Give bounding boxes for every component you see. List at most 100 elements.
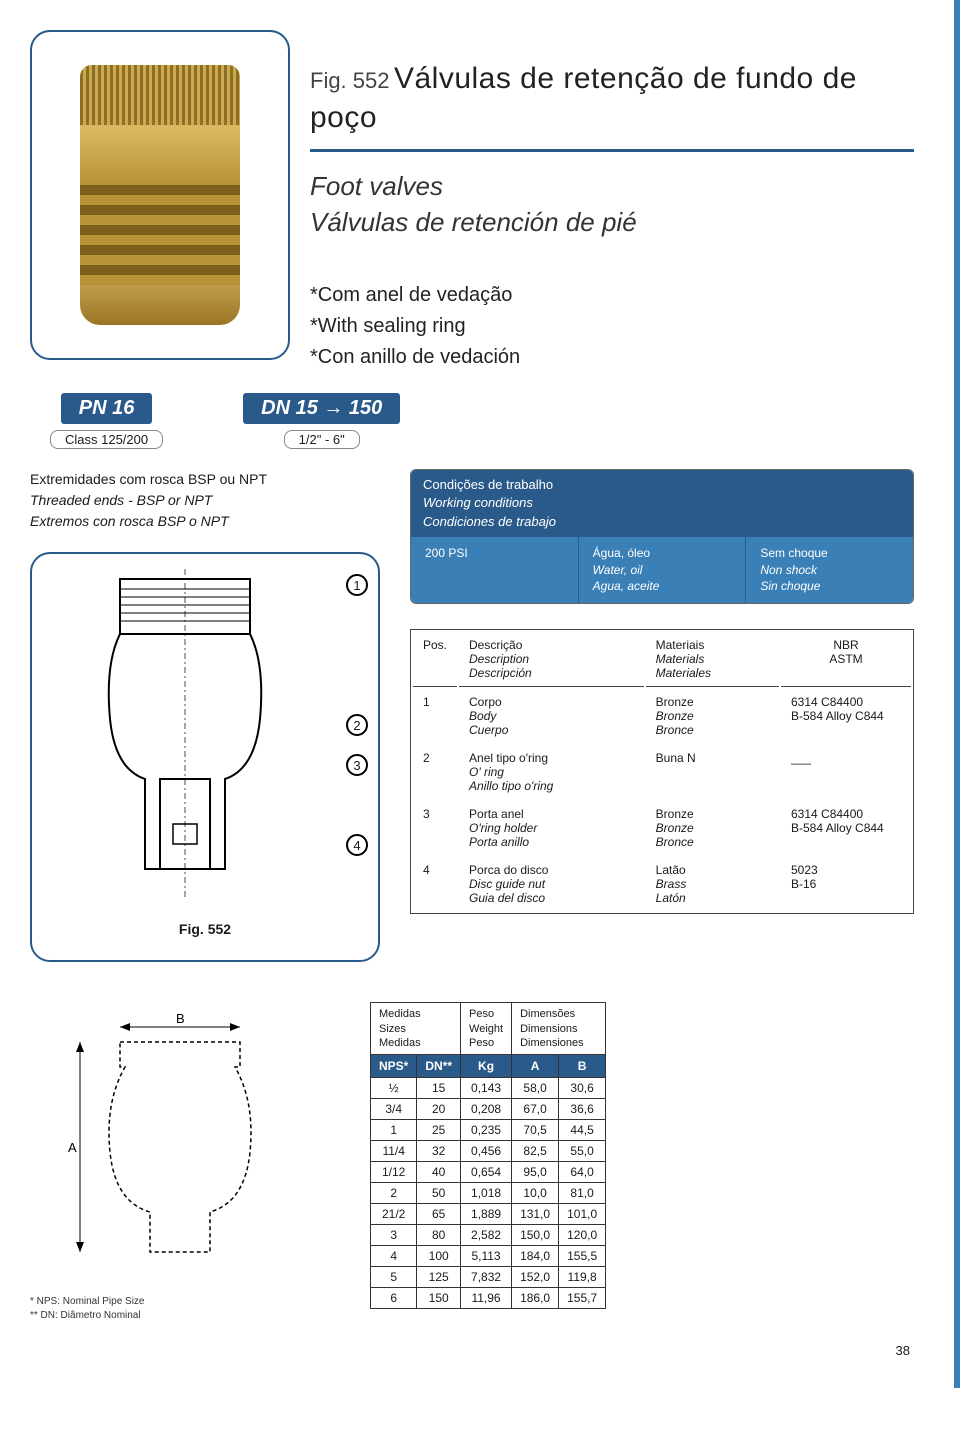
features-list: *Com anel de vedação *With sealing ring … (310, 280, 914, 373)
table-row: 2 50 1,018 10,0 81,0 (371, 1183, 606, 1204)
size-b: 36,6 (559, 1099, 606, 1120)
size-kg: 5,113 (461, 1246, 512, 1267)
size-b: 30,6 (559, 1078, 606, 1099)
cond-shock-en: Non shock (760, 562, 899, 579)
product-photo (80, 65, 240, 325)
dn-note: ** DN: Diâmetro Nominal (30, 1309, 330, 1323)
svg-text:B: B (176, 1011, 185, 1026)
size-dn: 65 (417, 1204, 461, 1225)
figure-label: Fig. 552 (310, 68, 390, 94)
mat-desc: CorpoBodyCuerpo (459, 689, 644, 743)
size-a: 58,0 (512, 1078, 559, 1099)
table-row: 21/2 65 1,889 131,0 101,0 (371, 1204, 606, 1225)
mat-pos: 3 (413, 801, 457, 855)
mat-head-pos: Pos. (413, 632, 457, 687)
size-b: 119,8 (559, 1267, 606, 1288)
table-row: 1 CorpoBodyCuerpo BronzeBronzeBronce 631… (413, 689, 911, 743)
page-number: 38 (30, 1343, 914, 1358)
mat-std: 5023B-16 (781, 857, 911, 911)
dimension-drawing: A B (30, 1002, 330, 1282)
table-row: 3 80 2,582 150,0 120,0 (371, 1225, 606, 1246)
size-kg: 2,582 (461, 1225, 512, 1246)
section-diagram-box: 1 2 3 4 Fig. 552 (30, 552, 380, 962)
mat-desc: Porca do discoDisc guide nutGuia del dis… (459, 857, 644, 911)
mat-head-mat-es: Materiales (656, 666, 769, 680)
size-nps: 2 (371, 1183, 417, 1204)
size-head-peso-en: Weight (469, 1022, 503, 1036)
pn-sub: Class 125/200 (50, 430, 163, 449)
mat-head-desc-es: Descripción (469, 666, 634, 680)
size-head-med-es: Medidas (379, 1036, 452, 1050)
section-diagram (85, 569, 325, 909)
size-b: 101,0 (559, 1204, 606, 1225)
mat-std: 6314 C84400B-584 Alloy C844 (781, 801, 911, 855)
size-nps: 3/4 (371, 1099, 417, 1120)
mat-desc: Porta anelO'ring holderPorta anillo (459, 801, 644, 855)
size-nps: ½ (371, 1078, 417, 1099)
size-nps: 4 (371, 1246, 417, 1267)
size-kg: 0,654 (461, 1162, 512, 1183)
size-col-dn: DN** (417, 1055, 461, 1078)
size-dn: 15 (417, 1078, 461, 1099)
table-row: 3 Porta anelO'ring holderPorta anillo Br… (413, 801, 911, 855)
callout-1: 1 (346, 574, 368, 596)
size-nps: 5 (371, 1267, 417, 1288)
size-head-med-pt: Medidas (379, 1007, 452, 1021)
size-dn: 50 (417, 1183, 461, 1204)
size-nps: 1/12 (371, 1162, 417, 1183)
mat-std: 6314 C84400B-584 Alloy C844 (781, 689, 911, 743)
sizes-table: Medidas Sizes Medidas Peso Weight Peso D… (370, 1002, 606, 1309)
mat-head-desc-en: Description (469, 652, 634, 666)
size-a: 70,5 (512, 1120, 559, 1141)
size-dn: 125 (417, 1267, 461, 1288)
size-a: 184,0 (512, 1246, 559, 1267)
size-b: 155,5 (559, 1246, 606, 1267)
size-head-peso-pt: Peso (469, 1007, 503, 1021)
size-a: 150,0 (512, 1225, 559, 1246)
mat-desc: Anel tipo o'ringO' ringAnillo tipo o'rin… (459, 745, 644, 799)
mat-std: ___ (781, 745, 911, 799)
mat-head-mat-en: Materials (656, 652, 769, 666)
size-a: 10,0 (512, 1183, 559, 1204)
figure-caption: Fig. 552 (47, 921, 363, 937)
dn-badge: DN 15 → 150 (243, 393, 400, 424)
cond-fluid-es: Agua, aceite (593, 578, 732, 595)
size-col-nps: NPS* (371, 1055, 417, 1078)
mat-mat: BronzeBronzeBronce (646, 689, 779, 743)
pn-badge: PN 16 (61, 393, 153, 424)
size-head-dim-es: Dimensiones (520, 1036, 597, 1050)
cond-head-en: Working conditions (423, 494, 901, 512)
size-dn: 32 (417, 1141, 461, 1162)
table-row: 11/4 32 0,456 82,5 55,0 (371, 1141, 606, 1162)
dn-sub: 1/2" - 6" (284, 430, 360, 449)
mat-mat: Buna N (646, 745, 779, 799)
mat-mat: BronzeBronzeBronce (646, 801, 779, 855)
size-a: 82,5 (512, 1141, 559, 1162)
size-b: 55,0 (559, 1141, 606, 1162)
thread-ends-text: Extremidades com rosca BSP ou NPT Thread… (30, 469, 380, 532)
callout-4: 4 (346, 834, 368, 856)
main-title: Válvulas de retenção de fundo de poço (310, 62, 857, 134)
cond-psi: 200 PSI (411, 537, 579, 603)
size-kg: 0,208 (461, 1099, 512, 1120)
size-kg: 11,96 (461, 1288, 512, 1309)
cond-head-pt: Condições de trabalho (423, 476, 901, 494)
cond-shock-es: Sin choque (760, 578, 899, 595)
mat-head-mat-pt: Materiais (656, 638, 769, 652)
size-a: 152,0 (512, 1267, 559, 1288)
size-b: 81,0 (559, 1183, 606, 1204)
size-dn: 100 (417, 1246, 461, 1267)
size-dn: 40 (417, 1162, 461, 1183)
callout-3: 3 (346, 754, 368, 776)
size-kg: 0,235 (461, 1120, 512, 1141)
size-b: 64,0 (559, 1162, 606, 1183)
size-head-med-en: Sizes (379, 1022, 452, 1036)
nps-note: * NPS: Nominal Pipe Size (30, 1295, 330, 1309)
thread-en: Threaded ends - BSP or NPT (30, 490, 380, 511)
mat-head-astm: ASTM (791, 652, 901, 666)
size-dn: 150 (417, 1288, 461, 1309)
feature-line: *With sealing ring (310, 311, 914, 342)
size-a: 131,0 (512, 1204, 559, 1225)
cond-shock-pt: Sem choque (760, 545, 899, 562)
mat-head-nbr: NBR (791, 638, 901, 652)
